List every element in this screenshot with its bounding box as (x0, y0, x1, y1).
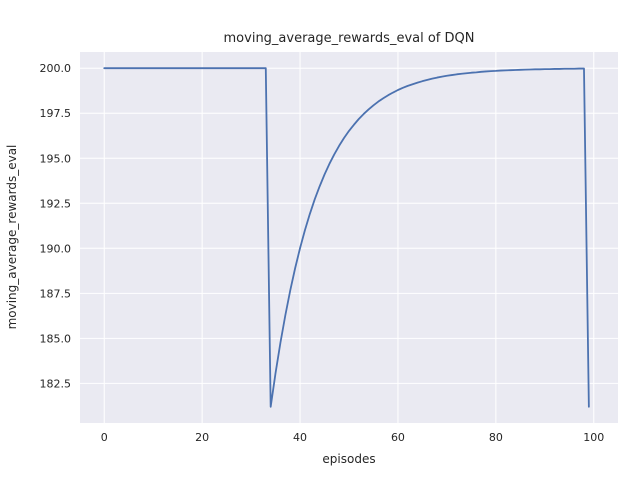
y-axis-label: moving_average_rewards_eval (5, 145, 19, 330)
x-tick-label: 100 (583, 431, 604, 444)
y-tick-label: 200.0 (40, 62, 72, 75)
y-tick-label: 185.0 (40, 332, 72, 345)
y-tick-label: 187.5 (40, 287, 72, 300)
x-tick-label: 40 (293, 431, 307, 444)
plot-area (80, 52, 618, 423)
x-tick-label: 0 (101, 431, 108, 444)
y-tick-label: 197.5 (40, 107, 72, 120)
x-tick-label: 80 (489, 431, 503, 444)
line-series-dqn (103, 67, 590, 408)
y-tick-label: 182.5 (40, 377, 72, 390)
x-tick-label: 20 (195, 431, 209, 444)
y-tick-label: 192.5 (40, 197, 72, 210)
y-tick-label: 190.0 (40, 242, 72, 255)
chart-title: moving_average_rewards_eval of DQN (224, 31, 475, 46)
x-axis-label: episodes (322, 452, 375, 466)
axes-layer: 0 20 40 60 80 100 182.5 185.0 187.5 190.0 192.5 195… (40, 52, 618, 444)
x-tick-label: 60 (391, 431, 405, 444)
y-tick-label: 195.0 (40, 152, 72, 165)
